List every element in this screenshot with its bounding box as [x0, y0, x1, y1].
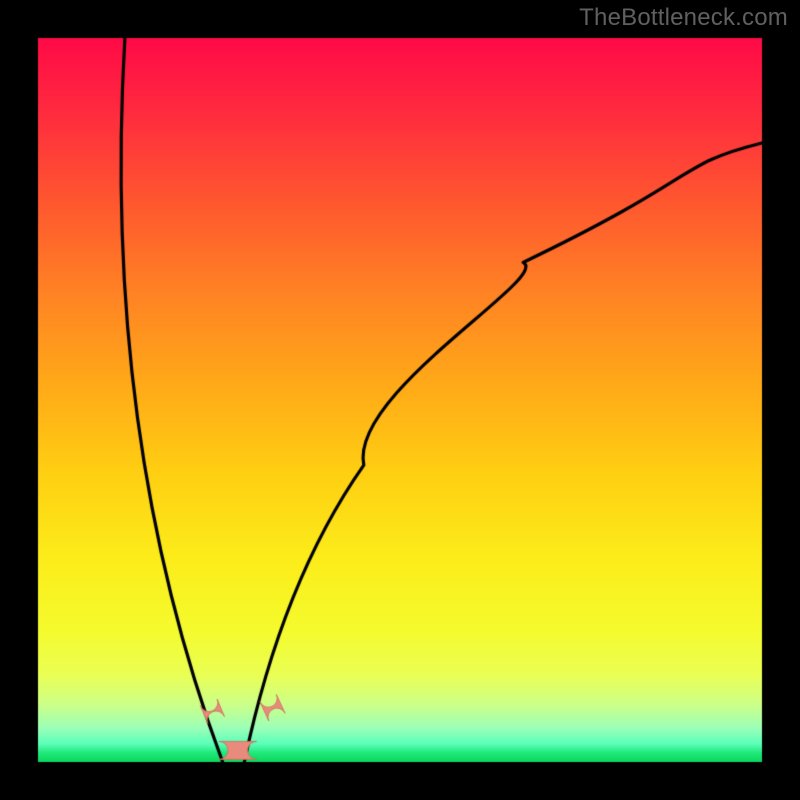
chart-container: TheBottleneck.com [0, 0, 800, 800]
bottleneck-curve [0, 0, 800, 800]
